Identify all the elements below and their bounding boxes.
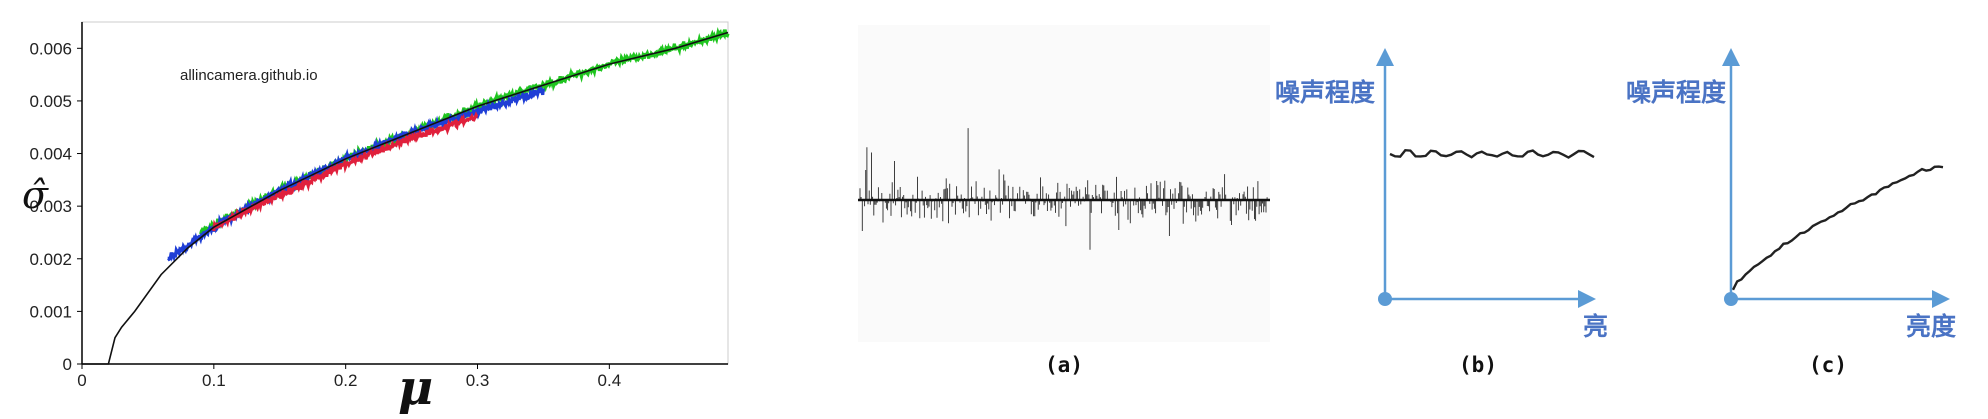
x-axis-label-b: 亮 — [1583, 312, 1608, 341]
x-tick-label: 0.4 — [598, 371, 622, 390]
y-tick-label: 0.004 — [29, 145, 72, 164]
y-axis-label: σ̂ — [22, 173, 49, 217]
x-tick-label: 0.2 — [334, 371, 358, 390]
series-noise-line — [167, 85, 545, 263]
y-tick-label: 0.002 — [29, 250, 72, 269]
origin-dot-c — [1724, 292, 1738, 306]
y-tick-label: 0.001 — [29, 302, 72, 321]
y-tick-label: 0.006 — [29, 39, 72, 58]
panel-b: 噪声程度 亮 (b) — [1275, 48, 1608, 377]
y-tick-label: 0.005 — [29, 92, 72, 111]
series-band — [199, 27, 730, 236]
y-axis-label-c: 噪声程度 — [1626, 78, 1726, 107]
panel-c: 噪声程度 亮度 (c) — [1626, 48, 1956, 377]
y-axis-label-b: 噪声程度 — [1275, 78, 1375, 107]
series-noise-line — [199, 27, 730, 236]
x-tick-label: 0 — [77, 371, 86, 390]
panel-a: (a) — [858, 25, 1270, 377]
x-tick-label: 0.1 — [202, 371, 226, 390]
y-arrowhead-c — [1722, 48, 1740, 66]
y-tick-labels: 0 0.001 0.002 0.003 0.004 0.005 0.006 — [29, 39, 82, 374]
y-tick-label: 0.003 — [29, 197, 72, 216]
y-arrowhead-b — [1376, 48, 1394, 66]
watermark-text: allincamera.github.io — [180, 67, 318, 84]
y-tick-label: 0 — [63, 355, 72, 374]
caption-a: (a) — [1045, 353, 1083, 377]
panel-a-background — [858, 25, 1270, 342]
fit-curve-line — [82, 31, 729, 365]
flat-noise-curve — [1389, 148, 1595, 159]
x-axis-label-c: 亮度 — [1906, 312, 1956, 341]
data-series — [167, 27, 730, 263]
plot-frame — [81, 21, 729, 365]
x-tick-label: 0.3 — [466, 371, 490, 390]
x-arrowhead-c — [1932, 290, 1950, 308]
series-noise-line — [212, 111, 479, 232]
caption-b: (b) — [1459, 353, 1497, 377]
series-band — [167, 85, 545, 263]
x-axis-label: μ — [398, 360, 433, 416]
x-tick-labels: 0 0.1 0.2 0.3 0.4 — [77, 364, 621, 390]
series-band — [212, 111, 479, 232]
x-arrowhead-b — [1578, 290, 1596, 308]
caption-c: (c) — [1809, 353, 1847, 377]
origin-dot-b — [1378, 292, 1392, 306]
rising-noise-curve — [1731, 165, 1944, 291]
